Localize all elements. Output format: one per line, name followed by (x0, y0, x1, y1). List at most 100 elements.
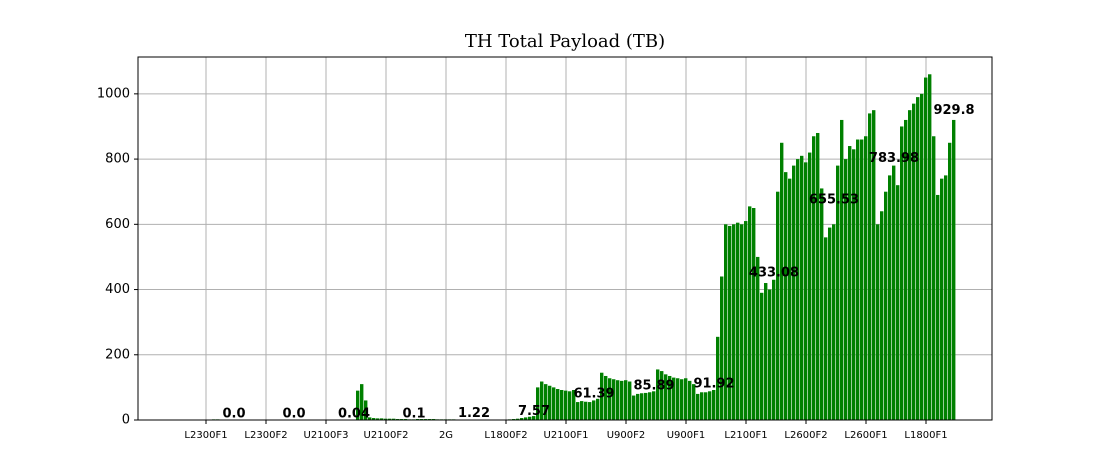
y-tick-label: 200 (105, 347, 130, 362)
bar (596, 398, 600, 420)
bar (832, 224, 836, 420)
bar (520, 418, 524, 420)
bar (568, 391, 572, 420)
bar (388, 418, 392, 420)
bar (372, 418, 376, 420)
bar (920, 93, 924, 421)
x-tick-label: U2100F3 (304, 430, 349, 441)
data-label: 433.08 (749, 265, 799, 280)
y-tick-label: 0 (122, 413, 130, 428)
data-label: 7.57 (518, 404, 550, 419)
bar (356, 390, 360, 420)
data-label: 91.92 (693, 377, 734, 392)
bar (732, 224, 736, 420)
bar (912, 103, 916, 420)
data-label: 1.22 (458, 406, 490, 421)
axes-frame (137, 56, 993, 421)
bar (644, 392, 648, 420)
bar (364, 400, 368, 420)
bar (740, 224, 744, 420)
bar (616, 380, 620, 420)
bar (816, 132, 820, 420)
bar (800, 155, 804, 421)
bar (604, 375, 608, 420)
bar (948, 142, 952, 420)
bar (752, 208, 756, 420)
bar (360, 384, 364, 420)
bar (856, 139, 860, 420)
y-tick-label: 600 (105, 217, 130, 232)
x-tick-label: L2100F1 (724, 430, 767, 441)
bar (808, 152, 812, 420)
bar (868, 113, 872, 420)
x-tick-label: U900F1 (667, 430, 706, 441)
bar (560, 389, 564, 420)
bar (688, 380, 692, 420)
bar (896, 185, 900, 420)
y-tick-label: 800 (105, 152, 130, 167)
bar (944, 175, 948, 420)
bar (620, 380, 624, 420)
bar (376, 418, 380, 420)
bar (580, 401, 584, 420)
bar (524, 417, 528, 420)
bar (608, 378, 612, 420)
bar (876, 224, 880, 420)
data-label: 85.89 (633, 378, 674, 393)
bar (720, 276, 724, 420)
bar (556, 389, 560, 420)
bar (572, 389, 576, 420)
bar (692, 384, 696, 420)
data-label: 655.53 (809, 193, 859, 208)
bar (884, 191, 888, 420)
bar (728, 225, 732, 420)
bar (792, 165, 796, 420)
bar (532, 416, 536, 420)
bar (708, 391, 712, 420)
bar (904, 119, 908, 420)
bar (872, 110, 876, 420)
bar (672, 377, 676, 420)
bar (612, 379, 616, 420)
bar (544, 384, 548, 420)
bar (824, 237, 828, 420)
bar (528, 416, 532, 420)
bar (624, 380, 628, 420)
x-tick-label: L2600F1 (844, 430, 887, 441)
bar (860, 139, 864, 420)
bar (724, 224, 728, 420)
bar (952, 119, 956, 420)
bar (916, 97, 920, 420)
bar (712, 389, 716, 420)
bar (924, 77, 928, 420)
bar (652, 391, 656, 420)
bar (668, 375, 672, 420)
bar (648, 392, 652, 420)
bar (704, 392, 708, 420)
bar (844, 159, 848, 420)
bar (676, 378, 680, 420)
bar (744, 221, 748, 420)
bar (932, 136, 936, 421)
bar (700, 392, 704, 420)
x-tick-label: L1800F2 (484, 430, 527, 441)
bar (772, 279, 776, 420)
bar (536, 387, 540, 420)
chart-title: TH Total Payload (TB) (465, 31, 665, 52)
bar (660, 371, 664, 420)
bar (784, 172, 788, 420)
bar (764, 283, 768, 420)
x-tick-label: L1800F1 (904, 430, 947, 441)
y-tick-label: 400 (105, 282, 130, 297)
bar (936, 194, 940, 420)
bar (564, 390, 568, 420)
x-tick-label: U2100F2 (364, 430, 409, 441)
x-tick-label: L2600F2 (784, 430, 827, 441)
data-label: 0.1 (402, 406, 425, 421)
bar (540, 381, 544, 420)
bar (788, 178, 792, 420)
bar (780, 142, 784, 420)
bar (748, 206, 752, 420)
x-tick-label: L2300F1 (184, 430, 227, 441)
